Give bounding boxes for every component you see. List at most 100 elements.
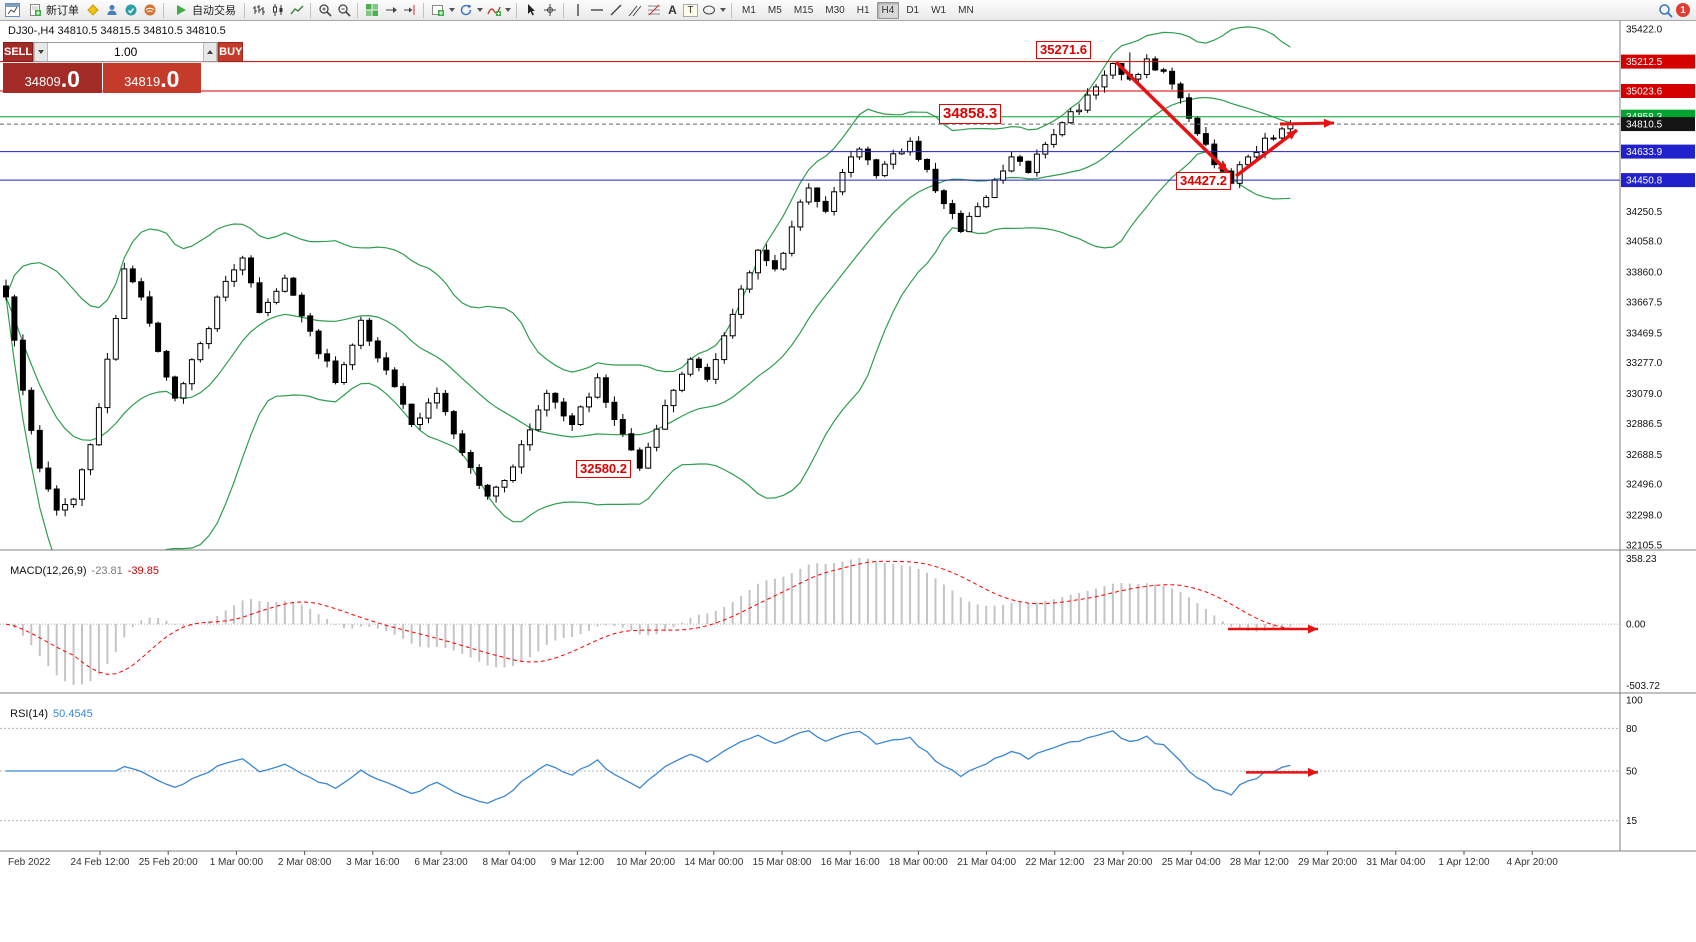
- cursor-icon[interactable]: [522, 2, 539, 19]
- line-chart-icon[interactable]: [288, 2, 305, 19]
- trend-arrow-object[interactable]: [1279, 118, 1335, 128]
- sell-price-frac: .0: [60, 66, 80, 92]
- search-icon[interactable]: [1657, 2, 1674, 19]
- toolbar-separator: [244, 2, 245, 18]
- chart-window-icon[interactable]: [4, 2, 21, 19]
- candlestick-chart-icon[interactable]: [269, 2, 286, 19]
- time-axis-label: 15 Mar 08:00: [753, 857, 812, 868]
- fibonacci-tool-icon[interactable]: [645, 2, 662, 19]
- trend-arrow-object[interactable]: [1228, 624, 1318, 634]
- price-annotation[interactable]: 32580.2: [576, 460, 631, 478]
- axis-label: -503.72: [1626, 681, 1660, 692]
- shapes-tool-icon[interactable]: [700, 2, 717, 19]
- toolbar-separator: [563, 2, 564, 18]
- price-annotation[interactable]: 34427.2: [1176, 172, 1231, 190]
- axis-label: 34450.8: [1626, 176, 1663, 187]
- buy-button[interactable]: BUY: [218, 42, 244, 62]
- bollinger-bands: [5, 26, 1291, 550]
- trend-arrow-object[interactable]: [1114, 60, 1230, 174]
- auto-scroll-icon[interactable]: [382, 2, 399, 19]
- indicators-icon[interactable]: [485, 2, 502, 19]
- axis-label: 34250.5: [1626, 207, 1663, 218]
- timeframe-m15-button[interactable]: M15: [793, 4, 814, 16]
- volume-input[interactable]: [48, 43, 204, 61]
- macd-signal-value: -39.85: [127, 565, 159, 577]
- signals-icon[interactable]: [141, 2, 158, 19]
- text-tool-icon[interactable]: A: [668, 3, 677, 17]
- price-annotation[interactable]: 35271.6: [1036, 41, 1091, 59]
- axis-label: 33667.5: [1626, 297, 1663, 308]
- axis-label: 35212.5: [1626, 57, 1663, 68]
- tile-windows-icon[interactable]: [363, 2, 380, 19]
- bollinger-middle-band: [5, 96, 1291, 441]
- volume-decrease-button[interactable]: [34, 43, 49, 61]
- axis-label: 34633.9: [1626, 147, 1663, 158]
- profiles-cycle-icon[interactable]: [457, 2, 474, 19]
- horizontal-line-tool-icon[interactable]: [588, 2, 605, 19]
- timeframe-w1-button[interactable]: W1: [931, 4, 947, 16]
- time-axis-label: 18 Mar 00:00: [889, 857, 948, 868]
- toolbar-separator: [310, 2, 311, 18]
- axis-label: 33860.0: [1626, 268, 1663, 279]
- time-axis-label: 2 Mar 08:00: [278, 857, 332, 868]
- zoom-in-icon[interactable]: [316, 2, 333, 19]
- timeframe-m1-button[interactable]: M1: [742, 4, 756, 16]
- sell-button[interactable]: SELL: [3, 42, 34, 62]
- time-axis-label: 14 Mar 00:00: [684, 857, 743, 868]
- buy-price-frac: .0: [160, 66, 180, 92]
- chart-shift-icon[interactable]: [401, 2, 418, 19]
- dropdown-caret-icon[interactable]: [720, 8, 726, 12]
- timeframe-h4-button[interactable]: H4: [876, 1, 900, 19]
- timeframe-m5-button[interactable]: M5: [767, 4, 782, 16]
- trendline-tool-icon[interactable]: [607, 2, 624, 19]
- time-axis-label: 3 Mar 16:00: [346, 857, 400, 868]
- time-axis-label: 9 Mar 12:00: [551, 857, 605, 868]
- sell-price-int: 34809: [24, 73, 61, 89]
- zoom-out-icon[interactable]: [335, 2, 352, 19]
- timeframe-mn-button[interactable]: MN: [958, 4, 974, 16]
- axis-label: 32886.5: [1626, 419, 1663, 430]
- notification-badge[interactable]: 1: [1676, 3, 1690, 17]
- label-tool-icon[interactable]: T: [683, 3, 698, 17]
- ohlc-info-line: DJ30-,H4 34810.5 34815.5 34810.5 34810.5: [8, 25, 226, 37]
- timeframe-d1-button[interactable]: D1: [906, 4, 920, 16]
- time-axis-label: 6 Mar 23:00: [414, 857, 468, 868]
- macd-hist-value: -23.81: [91, 565, 123, 577]
- dropdown-caret-icon[interactable]: [505, 8, 511, 12]
- profile-icon[interactable]: [103, 2, 120, 19]
- time-axis-label: 29 Mar 20:00: [1298, 857, 1357, 868]
- price-tag: [1621, 84, 1695, 98]
- autotrading-button[interactable]: 自动交易: [169, 1, 239, 19]
- bollinger-lower-band: [5, 151, 1291, 550]
- toolbar-separator: [731, 2, 732, 18]
- time-axis-label: 25 Mar 04:00: [1162, 857, 1221, 868]
- new-order-icon: [26, 2, 43, 19]
- trend-arrow-object[interactable]: [1246, 767, 1318, 777]
- new-chart-icon[interactable]: [429, 2, 446, 19]
- vertical-line-tool-icon[interactable]: [569, 2, 586, 19]
- axis-label: 35422.0: [1626, 25, 1663, 36]
- market-icon[interactable]: [122, 2, 139, 19]
- channel-tool-icon[interactable]: [626, 2, 643, 19]
- sell-price[interactable]: 34809.0: [3, 63, 102, 93]
- price-annotation[interactable]: 34858.3: [939, 104, 1002, 124]
- dropdown-caret-icon[interactable]: [477, 8, 483, 12]
- axis-label: 33277.0: [1626, 358, 1663, 369]
- new-order-button[interactable]: 新订单: [23, 1, 82, 19]
- trend-arrow-object[interactable]: [1234, 128, 1299, 178]
- time-axis-label: 16 Mar 16:00: [821, 857, 880, 868]
- bar-chart-icon[interactable]: [250, 2, 267, 19]
- time-axis-label: 8 Mar 04:00: [483, 857, 537, 868]
- crosshair-icon[interactable]: [541, 2, 558, 19]
- buy-price[interactable]: 34819.0: [102, 63, 201, 93]
- axis-label: 80: [1626, 724, 1638, 735]
- dropdown-caret-icon[interactable]: [449, 8, 455, 12]
- volume-increase-button[interactable]: [203, 43, 218, 61]
- timeframe-m30-button[interactable]: M30: [825, 4, 845, 16]
- price-tag: [1621, 54, 1695, 69]
- rsi-value: 50.4545: [53, 708, 93, 720]
- axis-label: 50: [1626, 767, 1638, 778]
- timeframe-h1-button[interactable]: H1: [856, 4, 870, 16]
- mql5-icon[interactable]: [84, 2, 101, 19]
